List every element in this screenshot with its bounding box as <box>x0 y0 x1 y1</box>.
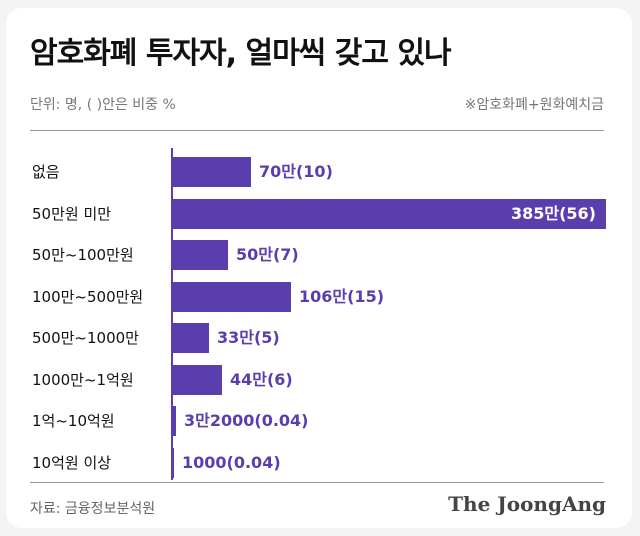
bar <box>172 157 251 187</box>
value-label: 50만(7) <box>236 245 299 264</box>
bar <box>172 199 606 229</box>
category-label: 10억원 이상 <box>32 454 112 472</box>
bar <box>172 448 174 478</box>
brand-logo: The JoongAng <box>448 492 606 516</box>
value-label: 106만(15) <box>299 287 385 306</box>
value-label: 385만(56) <box>510 204 596 223</box>
category-label: 1000만~1억원 <box>32 371 134 389</box>
bar <box>172 282 291 312</box>
value-label: 33만(5) <box>217 328 280 347</box>
source-note: 자료: 금융정보분석원 <box>30 501 156 517</box>
bar-axis-line <box>171 148 173 480</box>
bar <box>172 240 228 270</box>
category-label: 50만원 미만 <box>32 205 112 223</box>
top-divider <box>30 130 604 131</box>
chart-title: 암호화폐 투자자, 얼마씩 갖고 있나 <box>30 36 452 71</box>
category-label: 100만~500만원 <box>32 288 144 306</box>
bar <box>172 323 209 353</box>
bar <box>172 365 222 395</box>
infographic-card <box>6 8 632 528</box>
category-label: 없음 <box>32 163 60 181</box>
value-label: 3만2000(0.04) <box>184 411 309 430</box>
value-label: 1000(0.04) <box>182 453 281 472</box>
unit-note: 단위: 명, ( )안은 비중 % <box>30 97 176 113</box>
bar <box>172 406 176 436</box>
bottom-divider <box>30 482 604 483</box>
category-label: 50만~100만원 <box>32 246 134 264</box>
value-label: 70만(10) <box>259 162 333 181</box>
value-label: 44만(6) <box>230 370 293 389</box>
scope-note: ※암호화폐+원화예치금 <box>464 97 604 113</box>
category-label: 500만~1000만 <box>32 329 139 347</box>
category-label: 1억~10억원 <box>32 412 115 430</box>
